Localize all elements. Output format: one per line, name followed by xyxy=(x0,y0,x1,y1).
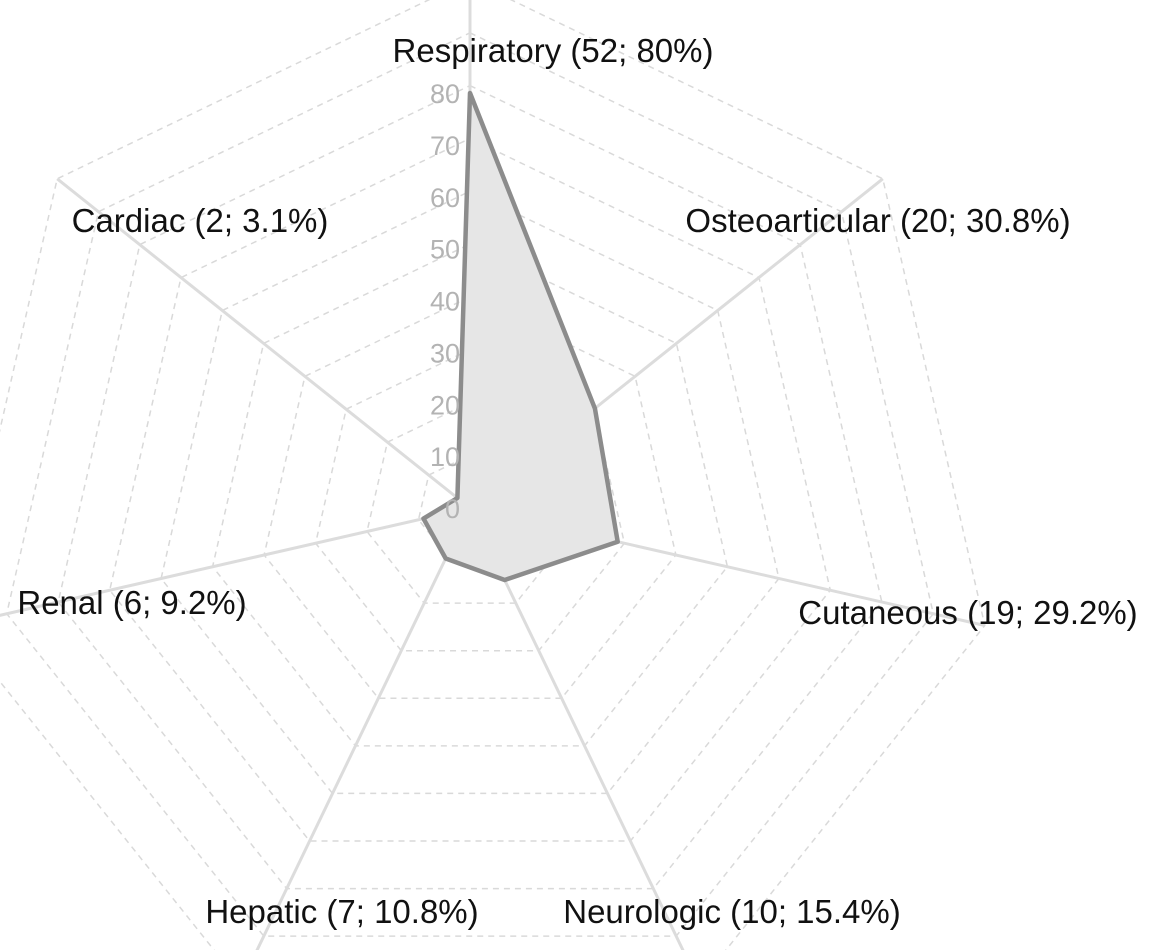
tick-label-50: 50 xyxy=(430,235,460,265)
tick-label-80: 80 xyxy=(430,79,460,109)
tick-label-40: 40 xyxy=(430,287,460,317)
grid-ring-9 xyxy=(5,31,935,937)
axis-spoke-hepatic xyxy=(255,507,472,950)
tick-layer: 0 10 20 30 40 50 60 70 80 xyxy=(430,79,460,524)
axis-spoke-cardiac xyxy=(56,177,471,510)
tick-label-30: 30 xyxy=(430,338,460,368)
category-label-cardiac: Cardiac (2; 3.1%) xyxy=(72,202,329,239)
label-layer: Respiratory (52; 80%) Osteoarticular (20;… xyxy=(17,32,1137,930)
category-label-respiratory: Respiratory (52; 80%) xyxy=(393,32,714,69)
grid-ring-1 xyxy=(417,454,523,557)
category-label-renal: Renal (6; 9.2%) xyxy=(17,584,246,621)
tick-label-20: 20 xyxy=(430,390,460,420)
category-label-neurologic: Neurologic (10; 15.4%) xyxy=(563,893,901,930)
grid-ring-6 xyxy=(160,190,780,795)
grid-ring-5 xyxy=(211,243,729,747)
grid-ring-4 xyxy=(263,295,677,700)
tick-label-10: 10 xyxy=(430,442,460,472)
tick-label-60: 60 xyxy=(430,183,460,213)
category-label-hepatic: Hepatic (7; 10.8%) xyxy=(205,893,478,930)
tick-label-0: 0 xyxy=(445,494,460,524)
axis-spoke-neurologic xyxy=(468,507,685,950)
category-label-cutaneous: Cutaneous (19; 29.2%) xyxy=(798,594,1137,631)
tick-label-70: 70 xyxy=(430,131,460,161)
category-label-osteoarticular: Osteoarticular (20; 30.8%) xyxy=(685,202,1070,239)
grid-ring-2 xyxy=(366,401,574,604)
grid-ring-7 xyxy=(108,137,832,842)
grid-ring-8 xyxy=(57,84,883,890)
series-layer xyxy=(421,90,620,583)
grid-layer xyxy=(0,0,986,950)
axis-spoke-renal xyxy=(0,506,471,617)
series-area xyxy=(421,90,620,583)
